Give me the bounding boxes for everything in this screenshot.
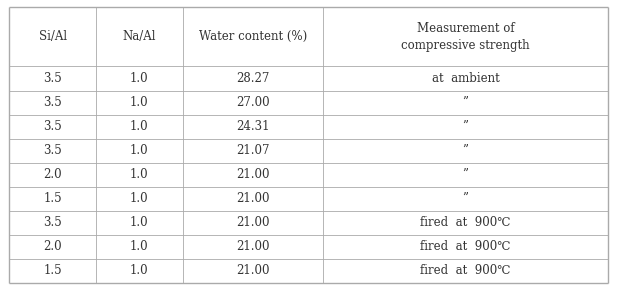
Text: 21.00: 21.00 <box>236 192 270 205</box>
Text: 1.5: 1.5 <box>43 264 62 277</box>
Text: 21.00: 21.00 <box>236 168 270 181</box>
Text: ”: ” <box>463 192 468 205</box>
Text: 1.0: 1.0 <box>130 96 149 109</box>
Text: 21.00: 21.00 <box>236 240 270 253</box>
Text: ”: ” <box>463 168 468 181</box>
Text: 24.31: 24.31 <box>236 120 270 133</box>
Text: Si/Al: Si/Al <box>39 30 67 44</box>
Text: 3.5: 3.5 <box>43 216 62 229</box>
Text: 21.00: 21.00 <box>236 216 270 229</box>
Text: 1.0: 1.0 <box>130 216 149 229</box>
Text: 21.07: 21.07 <box>236 144 270 157</box>
Text: fired  at  900℃: fired at 900℃ <box>420 240 511 253</box>
Text: fired  at  900℃: fired at 900℃ <box>420 264 511 277</box>
Text: 1.0: 1.0 <box>130 240 149 253</box>
Text: 3.5: 3.5 <box>43 144 62 157</box>
Text: 1.0: 1.0 <box>130 168 149 181</box>
Text: ”: ” <box>463 96 468 109</box>
Text: 2.0: 2.0 <box>43 168 62 181</box>
Text: 1.5: 1.5 <box>43 192 62 205</box>
Text: 1.0: 1.0 <box>130 144 149 157</box>
Text: 1.0: 1.0 <box>130 264 149 277</box>
Text: ”: ” <box>463 120 468 133</box>
Text: 1.0: 1.0 <box>130 120 149 133</box>
Text: ”: ” <box>463 144 468 157</box>
Text: 27.00: 27.00 <box>236 96 270 109</box>
Text: 1.0: 1.0 <box>130 72 149 85</box>
Text: fired  at  900℃: fired at 900℃ <box>420 216 511 229</box>
Text: Measurement of
compressive strength: Measurement of compressive strength <box>401 22 530 52</box>
Text: 3.5: 3.5 <box>43 120 62 133</box>
Text: at  ambient: at ambient <box>432 72 500 85</box>
Text: 21.00: 21.00 <box>236 264 270 277</box>
Text: Na/Al: Na/Al <box>123 30 156 44</box>
Text: 2.0: 2.0 <box>43 240 62 253</box>
Text: Water content (%): Water content (%) <box>199 30 307 44</box>
Text: 3.5: 3.5 <box>43 72 62 85</box>
Text: 1.0: 1.0 <box>130 192 149 205</box>
Text: 3.5: 3.5 <box>43 96 62 109</box>
Text: 28.27: 28.27 <box>236 72 270 85</box>
